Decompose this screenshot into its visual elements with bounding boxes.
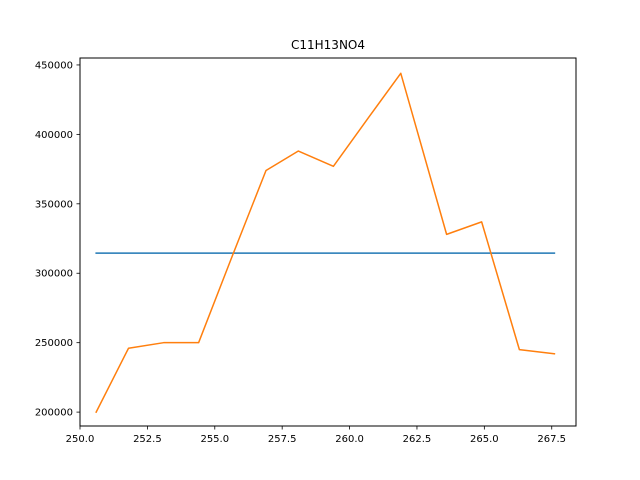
y-tick-label: 350000 (35, 199, 73, 210)
y-axis-ticks: 200000 250000 300000 350000 400000 450000 (35, 60, 80, 419)
x-tick-label: 250.0 (66, 434, 95, 445)
x-tick-label: 267.5 (537, 434, 566, 445)
y-tick-label: 250000 (35, 338, 73, 349)
series-line-2 (95, 72, 556, 414)
x-tick-label: 252.5 (133, 434, 162, 445)
x-tick-label: 262.5 (403, 434, 432, 445)
y-tick-label: 400000 (35, 130, 73, 141)
x-tick-label: 257.5 (268, 434, 297, 445)
x-tick-label: 255.0 (200, 434, 229, 445)
x-tick-label: 260.0 (335, 434, 364, 445)
series-layer (95, 72, 556, 414)
y-tick-label: 300000 (35, 269, 73, 280)
x-axis-ticks: 250.0 252.5 255.0 257.5 260.0 262.5 265.0 267.5 (66, 426, 566, 445)
plot-frame (79, 57, 577, 427)
y-tick-label: 450000 (35, 60, 73, 71)
y-tick-label: 200000 (35, 408, 73, 419)
chart-title: C11H13NO4 (291, 38, 365, 52)
x-tick-label: 265.0 (470, 434, 499, 445)
